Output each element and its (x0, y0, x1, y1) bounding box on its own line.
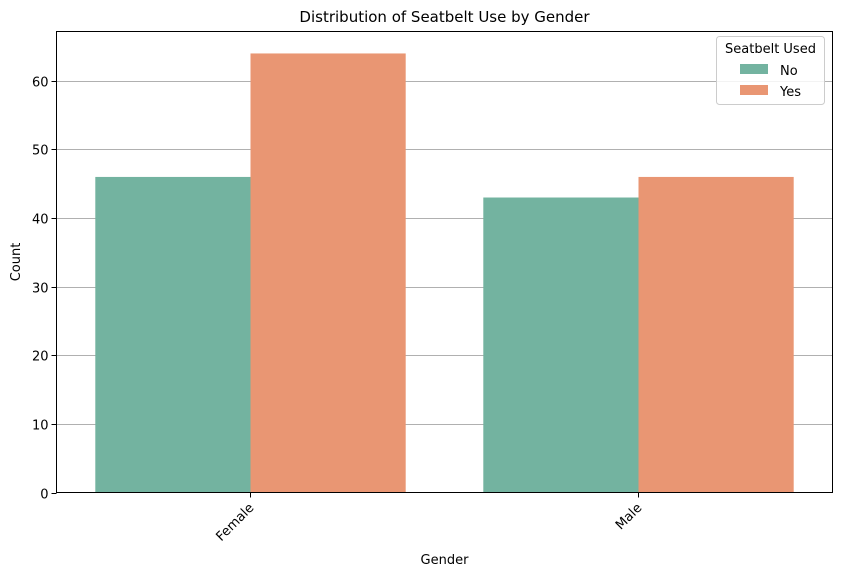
legend-swatch-yes (740, 85, 768, 95)
legend-swatch-no (740, 64, 768, 74)
y-tick-label: 60 (32, 76, 49, 91)
bars (95, 53, 794, 493)
y-tick-label: 40 (32, 213, 49, 228)
legend-title: Seatbelt Used (725, 42, 816, 57)
bar-male-yes (638, 176, 794, 493)
bar-female-yes (250, 53, 406, 493)
y-tick-label: 50 (32, 144, 49, 159)
x-axis-title: Gender (421, 553, 470, 568)
y-axis: 0 10 20 30 40 50 60 (32, 76, 57, 503)
y-tick-label: 30 (32, 282, 49, 297)
x-tick-label: Female (213, 501, 257, 545)
y-axis-title: Count (9, 243, 24, 282)
legend-label-no: No (780, 64, 798, 79)
chart-title: Distribution of Seatbelt Use by Gender (299, 8, 590, 26)
legend-label-yes: Yes (779, 85, 801, 100)
plot-frame (56, 31, 833, 493)
y-tick-label: 0 (40, 488, 48, 503)
y-tick-label: 20 (32, 350, 49, 365)
bar-female-no (95, 176, 251, 493)
legend: Seatbelt Used No Yes (716, 36, 825, 105)
bar-male-no (483, 197, 639, 493)
y-tick-label: 10 (32, 419, 49, 434)
x-tick-label: Male (613, 501, 645, 533)
x-axis: Female Male (213, 492, 645, 545)
